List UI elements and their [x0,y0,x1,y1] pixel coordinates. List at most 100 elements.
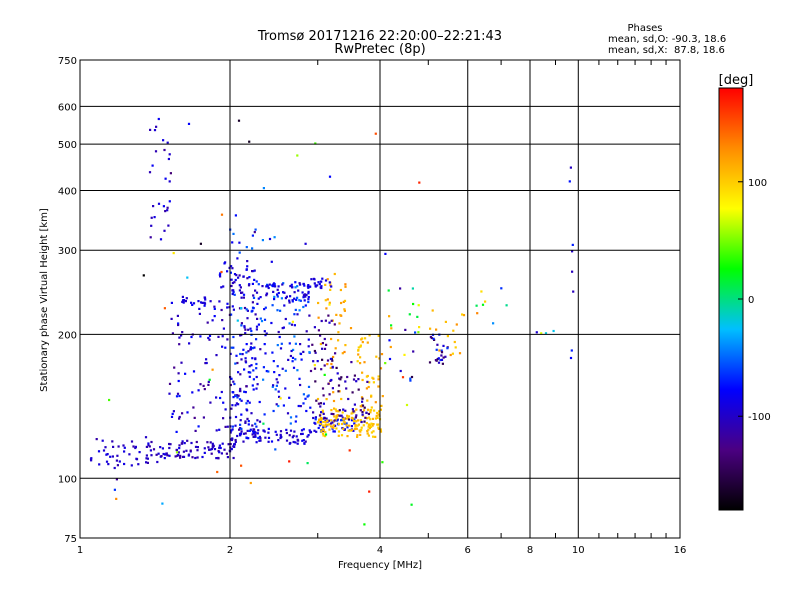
data-point [258,435,261,438]
data-point [354,416,357,419]
data-point [264,334,267,337]
data-point [277,390,280,393]
data-point [251,424,254,427]
data-point [319,334,322,337]
data-point [245,246,248,249]
data-point [252,369,255,372]
data-point [232,290,235,293]
data-point [161,447,164,450]
data-point [356,424,359,427]
data-point [343,308,346,311]
data-point [296,442,299,445]
data-point [176,314,179,317]
data-point [208,378,211,381]
data-point [155,453,158,456]
data-point [194,445,198,448]
data-point [436,343,439,346]
data-point [236,361,239,365]
data-point [239,286,242,289]
data-point [379,367,383,370]
data-point [304,293,307,296]
data-point [291,356,295,359]
data-point [455,323,458,326]
data-point [231,425,234,428]
data-point [202,416,205,419]
data-point [232,396,235,399]
data-point [358,429,361,432]
data-point [347,429,350,432]
data-point [412,302,415,306]
data-point [232,346,235,349]
data-point [170,301,173,304]
data-point [186,276,189,279]
data-point [263,308,266,311]
data-point [261,285,264,288]
data-point [372,435,375,438]
data-point [377,375,380,378]
data-point [328,393,331,396]
data-point [197,425,200,428]
data-point [430,336,433,340]
data-point [361,371,364,374]
plot-frame [79,59,681,539]
data-point [368,381,371,384]
data-point [203,304,206,307]
data-point [328,281,331,284]
data-point [238,428,241,431]
data-point [217,449,220,453]
data-point [175,448,178,451]
data-point [277,330,280,334]
data-point [314,284,317,287]
data-point [166,209,169,212]
data-point [302,439,305,442]
data-point [273,236,276,239]
data-point [213,448,217,451]
data-point [292,434,295,437]
data-point [308,314,311,317]
y-tick-label: 75 [64,534,77,545]
data-point [319,420,322,423]
data-point [248,429,251,432]
data-point [347,397,350,401]
data-point [307,284,310,287]
data-point [227,443,230,446]
data-point [234,394,237,398]
data-point [312,411,315,414]
data-point [365,422,368,425]
data-point [372,430,375,433]
data-point [240,324,243,327]
data-point [380,404,383,407]
data-point [181,455,185,458]
data-point [252,388,255,391]
data-point [484,300,487,303]
data-point [258,400,261,404]
data-point [446,335,449,338]
data-point [279,347,283,350]
data-point [267,436,271,439]
data-point [342,408,345,411]
data-point [366,417,369,420]
data-point [190,441,193,445]
data-point [239,423,242,426]
data-point [254,313,257,316]
data-point [244,357,247,360]
data-point [324,430,327,434]
data-point [283,291,286,294]
data-point [307,300,310,304]
legend-line-x: mean, sd,X: 87.8, 18.6 [608,45,725,56]
data-point [239,427,242,430]
data-point [292,366,296,369]
data-point [210,452,213,455]
data-point [234,278,237,282]
data-point [97,450,101,453]
data-point [164,453,167,456]
data-point [218,446,221,449]
data-point [226,425,229,428]
data-point [359,345,362,348]
data-point [273,283,276,286]
data-point [168,200,171,203]
data-point [250,342,253,345]
data-point [207,446,210,449]
data-point [354,423,357,427]
data-point [222,401,225,404]
